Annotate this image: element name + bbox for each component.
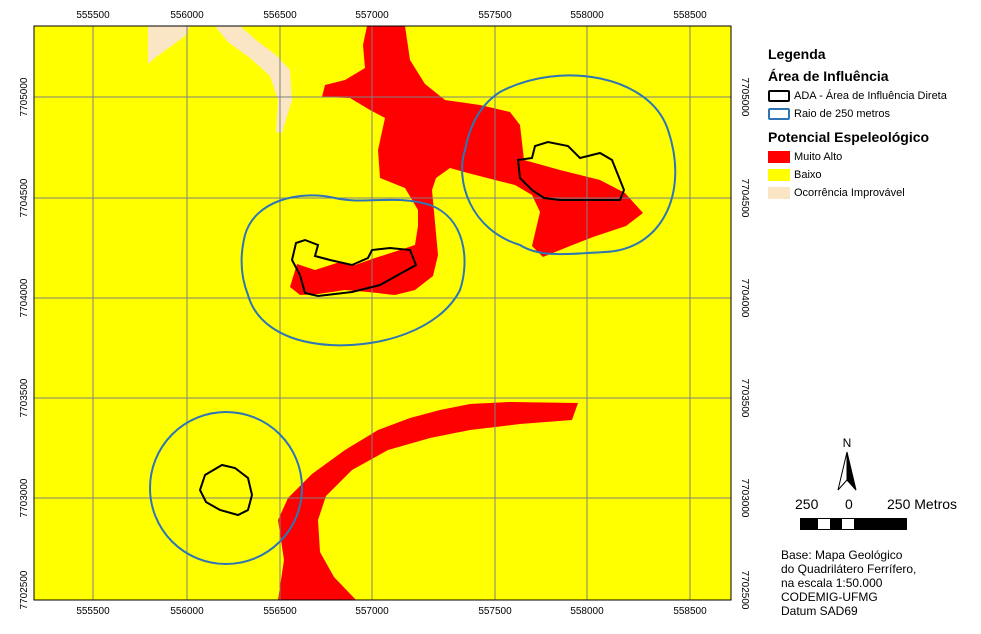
y-tick-labels-left: 7705000 7704500 7704000 7703500 7703000 …	[19, 77, 30, 609]
y-tick-left: 7702500	[19, 570, 30, 609]
scale-left-label: 250	[795, 496, 819, 512]
base-info: Base: Mapa Geológico do Quadrilátero Fer…	[781, 548, 916, 618]
raio-swatch	[768, 108, 790, 120]
map-area-baixo[interactable]	[34, 26, 731, 600]
improvavel-swatch	[768, 187, 790, 199]
x-tick-bottom: 557500	[478, 606, 512, 617]
y-tick-right: 7703000	[739, 479, 750, 518]
legend-item-label: Raio de 250 metros	[794, 108, 890, 120]
x-tick-top: 556000	[170, 10, 204, 21]
baixo-swatch	[768, 169, 790, 181]
x-tick-bottom: 556500	[263, 606, 297, 617]
y-tick-left: 7703500	[19, 378, 30, 417]
scale-right-label: 250 Metros	[887, 496, 958, 512]
x-tick-bottom: 557000	[355, 606, 389, 617]
x-tick-top: 557500	[478, 10, 512, 21]
x-tick-bottom: 558000	[570, 606, 604, 617]
improvavel-region-2	[215, 26, 292, 133]
ada-polygon-northeast	[516, 140, 626, 201]
y-tick-right: 7703500	[739, 379, 750, 418]
ada-swatch	[768, 90, 790, 102]
raio-buffer-northeast	[461, 74, 677, 256]
y-tick-right: 7705000	[739, 78, 750, 117]
raio-buffer-center	[240, 194, 466, 347]
y-tick-left: 7704500	[19, 178, 30, 217]
grid-lines	[34, 26, 731, 600]
legend-item-label: Baixo	[794, 169, 822, 181]
y-tick-right: 7704500	[739, 179, 750, 218]
muito-alto-swatch	[768, 151, 790, 163]
muito-alto-region-south	[278, 402, 578, 600]
base-info-line: Base: Mapa Geológico	[781, 548, 903, 562]
base-info-line: CODEMIG-UFMG	[781, 590, 878, 604]
legend-item-muito-alto: Muito Alto	[768, 148, 978, 166]
legend-title: Legenda	[768, 46, 826, 62]
x-tick-bottom: 558500	[673, 606, 707, 617]
x-tick-labels-bottom: 555500 556000 556500 557000 557500 55800…	[76, 606, 707, 617]
north-label: N	[842, 436, 852, 450]
y-tick-left: 7703000	[19, 478, 30, 517]
north-arrow: N	[832, 436, 862, 497]
legend: Legenda Área de Influência ADA - Área de…	[768, 46, 978, 202]
raio-buffer-southwest	[149, 411, 303, 565]
y-tick-right: 7704000	[739, 279, 750, 318]
y-tick-left: 7705000	[19, 77, 30, 116]
y-tick-labels-right: 7705000 7704500 7704000 7703500 7703000 …	[739, 78, 750, 610]
scale-bar: 250 0 250 Metros	[795, 496, 975, 530]
x-tick-top: 558500	[673, 10, 707, 21]
legend-item-baixo: Baixo	[768, 166, 978, 184]
legend-item-ada: ADA - Área de Influência Direta	[768, 87, 978, 105]
base-info-line: Datum SAD69	[781, 604, 858, 618]
x-tick-bottom: 555500	[76, 606, 110, 617]
base-info-line: na escala 1:50.000	[781, 576, 883, 590]
legend-item-label: ADA - Área de Influência Direta	[794, 90, 947, 102]
legend-item-label: Ocorrência Improvável	[794, 187, 905, 199]
x-tick-bottom: 556000	[170, 606, 204, 617]
scale-bar-graphic	[800, 518, 907, 530]
x-tick-top: 556500	[263, 10, 297, 21]
north-arrow-icon	[837, 451, 857, 491]
x-tick-top: 558000	[570, 10, 604, 21]
muito-alto-region-north	[290, 26, 643, 295]
x-tick-top: 557000	[355, 10, 389, 21]
legend-area-title: Área de Influência	[768, 68, 889, 84]
y-tick-left: 7704000	[19, 278, 30, 317]
legend-item-raio: Raio de 250 metros	[768, 105, 978, 123]
ada-polygon-center	[290, 238, 418, 298]
legend-item-improvavel: Ocorrência Improvável	[768, 184, 978, 202]
map-border	[33, 25, 732, 601]
base-info-line: do Quadrilátero Ferrífero,	[781, 562, 917, 576]
x-tick-labels-top: 555500 556000 556500 557000 557500 55800…	[76, 10, 707, 21]
x-tick-top: 555500	[76, 10, 110, 21]
y-tick-right: 7702500	[739, 571, 750, 610]
ada-polygon-southwest	[198, 463, 254, 517]
legend-potencial-title: Potencial Espeleológico	[768, 129, 930, 145]
scale-center-label: 0	[845, 496, 853, 512]
improvavel-region-1	[148, 26, 190, 64]
legend-item-label: Muito Alto	[794, 151, 843, 163]
